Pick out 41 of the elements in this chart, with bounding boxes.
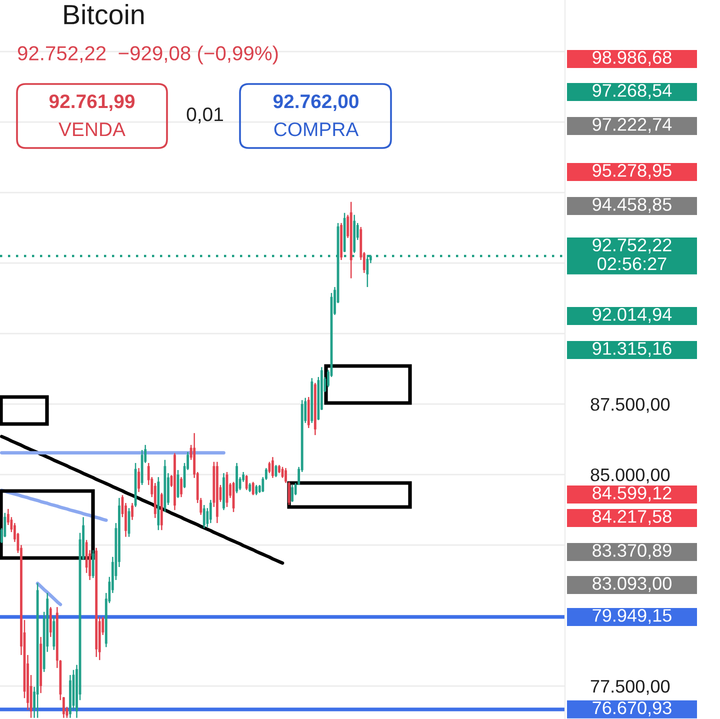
candlestick (255, 484, 258, 496)
text: 92.752,22 −929,08 (−0,99%) (18, 46, 278, 64)
annotation: COMPRA (274, 122, 359, 136)
text: 97.222,74 (592, 118, 672, 133)
ref-line-label: 79.949,15 (592, 609, 672, 624)
candlestick (245, 474, 248, 491)
line-series (36, 582, 62, 606)
text: 92.014,94 (592, 308, 672, 323)
text: 84.599,12 (592, 486, 672, 502)
text: 95.278,95 (592, 164, 672, 179)
candlestick (138, 467, 140, 493)
candlestick (284, 467, 287, 484)
ref-line-label: 76.670,93 (592, 701, 672, 716)
y-tick-label: 87.500,00 (590, 398, 670, 413)
annotation: 92.761,99 (49, 94, 135, 112)
candlestick (92, 549, 94, 579)
text: 84.217,58 (592, 510, 672, 525)
candlestick (202, 504, 206, 529)
candlestick (291, 484, 294, 503)
candlestick (252, 481, 254, 496)
ref-line-label: 92.752,22 02:56:27 (592, 238, 672, 270)
annotation: 0,01 (186, 107, 223, 124)
candlestick (209, 499, 212, 524)
candlestick (131, 502, 134, 521)
annotation: 92.762,00 (273, 94, 358, 112)
y-tick-label: 77.500,00 (590, 680, 670, 695)
text: 83.093,00 (592, 577, 672, 592)
candlestick (248, 482, 252, 493)
annotation: VENDA (58, 122, 126, 136)
y-tick-label: 85.000,00 (590, 468, 670, 484)
text: 97.268,54 (592, 84, 672, 99)
text: 94.458,85 (592, 198, 672, 213)
candlestick (268, 461, 271, 474)
text: 91.315,16 (592, 342, 672, 357)
candlestick (271, 456, 274, 479)
line-series (0, 434, 284, 565)
chart-title: Bitcoin (64, 4, 144, 24)
candlestick (49, 606, 52, 638)
candlestick (180, 476, 182, 498)
text: 83.370,89 (592, 544, 672, 559)
text: 98.986,68 (592, 51, 672, 66)
